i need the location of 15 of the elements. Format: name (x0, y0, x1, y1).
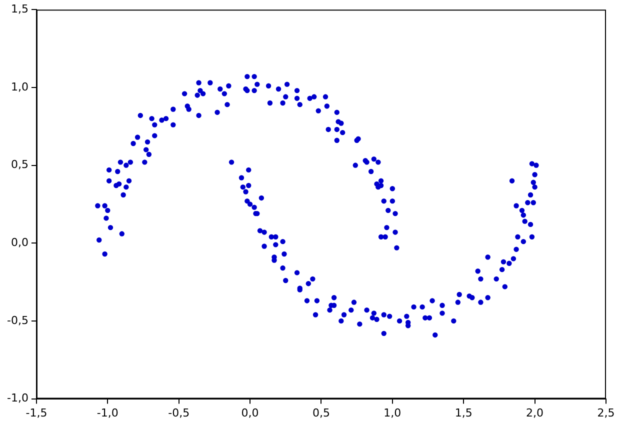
y-tick-label: -1,0 (6, 392, 28, 405)
y-tick-label: 1,0 (10, 80, 28, 94)
x-tick-label: -1,5 (26, 406, 48, 420)
x-tick-label: -1,0 (96, 406, 118, 420)
x-tick-label: 2,0 (526, 406, 544, 420)
x-tick-label: 0,0 (241, 406, 259, 420)
y-tick-label: 0,5 (10, 158, 28, 172)
y-tick-label: 0,0 (10, 236, 28, 249)
y-tick-label: -0,5 (6, 314, 28, 327)
x-tick-label: 1,5 (454, 406, 472, 420)
x-tick-label: -0,5 (168, 406, 190, 420)
x-tick-label: 1,0 (384, 406, 402, 420)
x-tick-label: 2,5 (597, 406, 615, 420)
y-tick-label: 1,5 (10, 2, 28, 16)
x-tick-label: 0,5 (312, 406, 330, 420)
